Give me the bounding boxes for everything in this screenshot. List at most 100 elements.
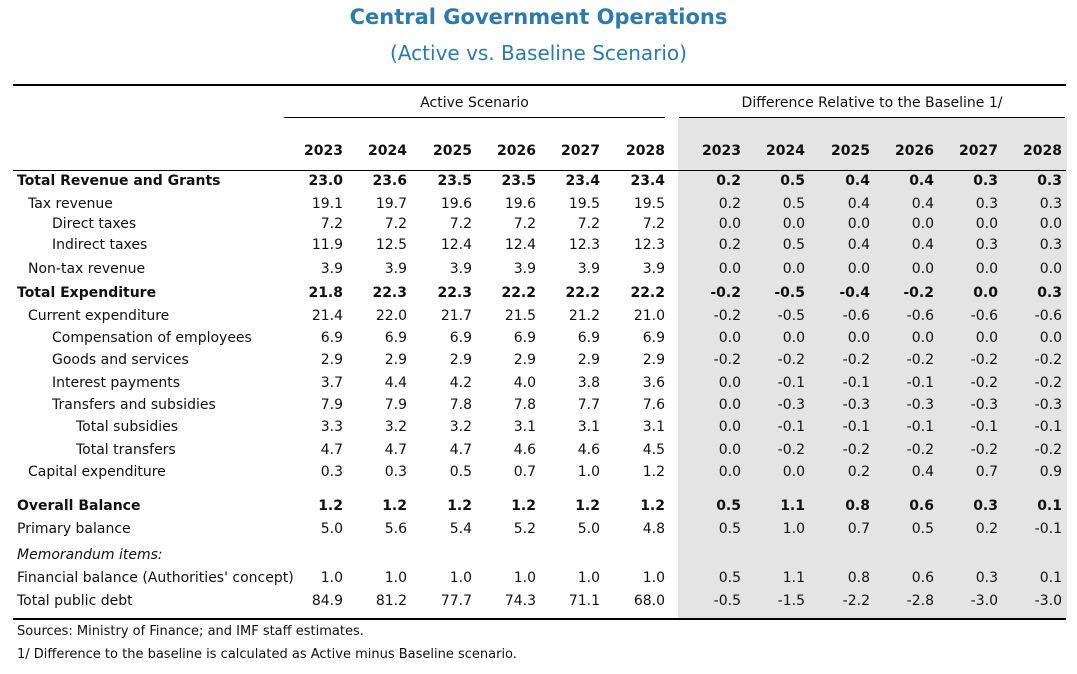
row-label: Compensation of employees — [52, 330, 252, 346]
difference-year-header: 2024 — [766, 143, 805, 159]
active-value: 19.7 — [375, 196, 407, 212]
active-value: 23.6 — [372, 173, 407, 189]
active-year-header: 2026 — [497, 143, 536, 159]
active-value: 1.0 — [449, 570, 472, 586]
active-value: 3.9 — [577, 261, 600, 277]
active-value: 21.8 — [308, 285, 343, 301]
row-label: Non-tax revenue — [28, 261, 146, 277]
difference-value: 0.7 — [847, 521, 870, 537]
difference-value: -3.0 — [1034, 593, 1062, 609]
active-value: 2.9 — [513, 352, 536, 368]
active-value: 3.6 — [642, 375, 665, 391]
active-value: 1.2 — [318, 498, 343, 514]
row-label: Total subsidies — [76, 419, 179, 435]
difference-value: 0.0 — [1039, 216, 1062, 232]
row-label: Current expenditure — [28, 308, 170, 324]
active-value: 21.0 — [633, 308, 665, 324]
difference-year-header: 2027 — [959, 143, 998, 159]
difference-value: 0.5 — [718, 570, 741, 586]
bottom-rule — [13, 618, 1066, 620]
active-value: 11.9 — [311, 237, 343, 253]
row-label: Primary balance — [17, 521, 131, 537]
active-value: 7.2 — [449, 216, 472, 232]
difference-value: -0.3 — [777, 397, 805, 413]
active-value: 0.7 — [513, 464, 536, 480]
active-value: 3.9 — [642, 261, 665, 277]
difference-value: 1.1 — [780, 498, 805, 514]
difference-value: -0.2 — [777, 442, 805, 458]
active-value: 3.1 — [513, 419, 536, 435]
row-label: Total public debt — [17, 593, 133, 609]
difference-value: -0.2 — [842, 352, 870, 368]
difference-value: -0.2 — [970, 352, 998, 368]
active-value: 3.9 — [320, 261, 343, 277]
active-value: 12.4 — [504, 237, 536, 253]
active-value: 4.6 — [513, 442, 536, 458]
difference-value: 0.3 — [975, 196, 998, 212]
difference-year-header: 2025 — [831, 143, 870, 159]
active-value: 6.9 — [384, 330, 407, 346]
difference-value: -0.2 — [970, 375, 998, 391]
active-value: 0.3 — [320, 464, 343, 480]
difference-value: 0.2 — [975, 521, 998, 537]
active-value: 19.1 — [311, 196, 343, 212]
difference-value: 0.5 — [716, 498, 741, 514]
difference-value: 0.0 — [847, 261, 870, 277]
difference-value: -0.2 — [1034, 375, 1062, 391]
active-value: 6.9 — [320, 330, 343, 346]
difference-value: 0.0 — [782, 464, 805, 480]
active-value: 2.9 — [642, 352, 665, 368]
active-value: 1.0 — [642, 570, 665, 586]
difference-value: 0.1 — [1039, 570, 1062, 586]
difference-shading — [678, 117, 1067, 618]
difference-value: -0.2 — [842, 442, 870, 458]
difference-value: -0.6 — [970, 308, 998, 324]
difference-value: 1.0 — [782, 521, 805, 537]
difference-value: -0.3 — [1034, 397, 1062, 413]
active-value: 19.6 — [504, 196, 536, 212]
difference-value: -0.2 — [903, 285, 934, 301]
difference-header: Difference Relative to the Baseline 1/ — [741, 95, 1003, 111]
difference-value: 0.5 — [718, 521, 741, 537]
difference-year-header: 2026 — [895, 143, 934, 159]
difference-value: 0.0 — [718, 216, 741, 232]
active-value: 4.8 — [642, 521, 665, 537]
difference-value: 0.0 — [911, 216, 934, 232]
difference-value: -0.2 — [906, 442, 934, 458]
active-value: 22.3 — [372, 285, 407, 301]
active-value: 6.9 — [513, 330, 536, 346]
active-value: 4.7 — [384, 442, 407, 458]
difference-value: 0.4 — [911, 196, 934, 212]
active-year-header: 2027 — [561, 143, 600, 159]
active-value: 3.1 — [642, 419, 665, 435]
row-label: Direct taxes — [52, 216, 137, 232]
active-year-header: 2023 — [304, 143, 343, 159]
active-value: 77.7 — [440, 593, 472, 609]
difference-value: 0.4 — [845, 173, 870, 189]
active-value: 3.9 — [384, 261, 407, 277]
difference-value: 0.2 — [847, 464, 870, 480]
footnote-difference: 1/ Difference to the baseline is calcula… — [17, 647, 517, 662]
row-label: Total transfers — [76, 442, 176, 458]
difference-value: -1.5 — [777, 593, 805, 609]
active-value: 3.7 — [320, 375, 343, 391]
difference-value: -0.5 — [774, 285, 805, 301]
difference-value: 0.0 — [975, 216, 998, 232]
active-value: 2.9 — [449, 352, 472, 368]
active-value: 81.2 — [375, 593, 407, 609]
difference-value: -0.2 — [970, 442, 998, 458]
difference-value: 0.0 — [1039, 261, 1062, 277]
active-value: 7.8 — [513, 397, 536, 413]
difference-value: 0.0 — [782, 330, 805, 346]
active-value: 12.5 — [375, 237, 407, 253]
difference-value: 0.0 — [911, 261, 934, 277]
active-value: 23.4 — [565, 173, 600, 189]
active-value: 21.4 — [311, 308, 343, 324]
difference-value: 0.0 — [1039, 330, 1062, 346]
active-value: 7.7 — [577, 397, 600, 413]
active-value: 4.5 — [642, 442, 665, 458]
active-value: 12.3 — [633, 237, 665, 253]
difference-value: 0.0 — [911, 330, 934, 346]
active-value: 0.5 — [449, 464, 472, 480]
active-value: 1.2 — [575, 498, 600, 514]
